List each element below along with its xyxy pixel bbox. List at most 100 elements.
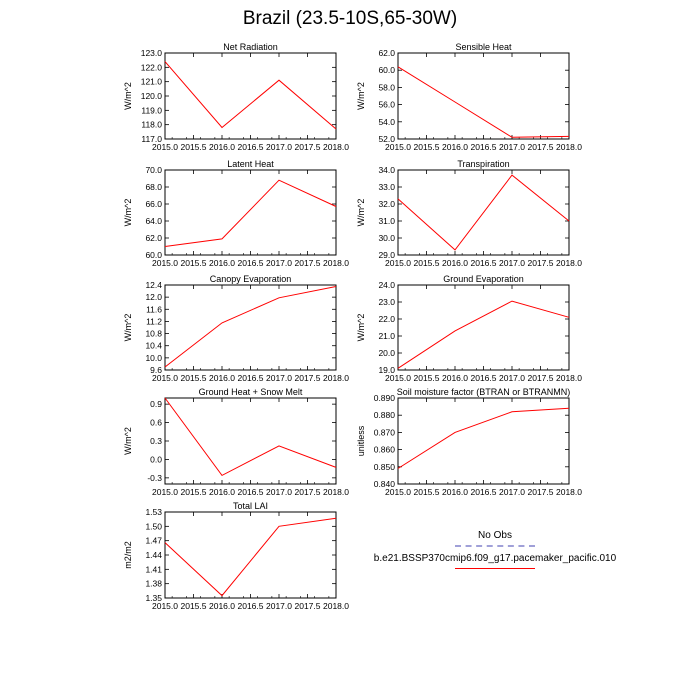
panel-8-xtick-label: 2017.5 [295,601,321,611]
panel-8-ytick-label: 1.38 [145,579,162,589]
panel-1-ytick-label: 56.0 [378,100,395,110]
panel-0-xtick-label: 2018.0 [323,142,349,152]
panel-1-title: Sensible Heat [455,42,512,52]
panel-8-xtick-label: 2016.5 [238,601,264,611]
panel-5-title: Ground Evaporation [443,274,524,284]
panel-2-xtick-label: 2015.5 [181,258,207,268]
panel-5-xtick-label: 2016.0 [442,373,468,383]
panel-1-xtick-label: 2016.5 [471,142,497,152]
panel-3-xtick-label: 2015.5 [414,258,440,268]
panel-5-ytick-label: 20.0 [378,348,395,358]
panel-2-ytick-label: 64.0 [145,216,162,226]
panel-1-ytick-label: 60.0 [378,65,395,75]
panel-6-ytick-label: 0.9 [150,399,162,409]
panel-3-ytick-label: 32.0 [378,199,395,209]
panel-6-xtick-label: 2016.5 [238,487,264,497]
panel-8-ytick-label: 1.47 [145,536,162,546]
panel-3-xtick-label: 2017.0 [499,258,525,268]
panel-7-xtick-label: 2017.5 [528,487,554,497]
panel-0-ytick-label: 117.0 [141,134,162,144]
panel-6-xtick-label: 2015.5 [181,487,207,497]
panel-5-ytick-label: 22.0 [378,314,395,324]
panel-0-ytick-label: 123.0 [141,48,163,58]
panel-2-frame [164,169,337,256]
panel-1-series-line [397,66,570,138]
panel-3-xtick-label: 2017.5 [528,258,554,268]
panel-6-ytick-label: 0.3 [150,436,162,446]
panel-6-ytick-label: -0.3 [147,473,162,483]
panel-4-ytick-label: 11.2 [146,316,162,326]
panel-4-xtick-label: 2016.0 [209,373,235,383]
panel-6-ytick-label: 0.0 [150,454,162,464]
panel-7-xtick-label: 2017.0 [499,487,525,497]
panel-1-xtick-label: 2017.0 [499,142,525,152]
panel-3-xtick-label: 2018.0 [556,258,582,268]
panel-8-xtick-label: 2015.0 [152,601,178,611]
panel-7-ytick-label: 0.860 [374,445,396,455]
panel-0-ylabel: W/m^2 [123,82,133,110]
panel-3-ylabel: W/m^2 [356,199,366,227]
panel-5-ylabel: W/m^2 [356,314,366,342]
panel-3-ytick-label: 29.0 [378,250,395,260]
panel-1-ytick-label: 58.0 [378,82,395,92]
panel-2-xtick-label: 2016.0 [209,258,235,268]
panel-2-series-line [164,179,337,247]
panel-0-xtick-label: 2016.0 [209,142,235,152]
panel-4-ytick-label: 10.4 [145,341,162,351]
panel-8-xtick-label: 2017.0 [266,601,292,611]
panel-7-ytick-label: 0.850 [374,462,396,472]
legend-obs-swatch [455,545,535,547]
panel-6-title: Ground Heat + Snow Melt [199,387,303,397]
panel-4-title: Canopy Evaporation [210,274,292,284]
panel-1-xtick-label: 2015.5 [414,142,440,152]
panel-8-xtick-label: 2016.0 [209,601,235,611]
legend-model-swatch [455,568,535,569]
panel-5-ytick-label: 24.0 [378,280,395,290]
panel-8-series-line [164,517,337,597]
panel-6-xtick-label: 2017.5 [295,487,321,497]
panel-4-xtick-label: 2017.0 [266,373,292,383]
panel-3-xtick-label: 2015.0 [385,258,411,268]
panel-7-xtick-label: 2016.0 [442,487,468,497]
panel-0-frame [164,52,337,140]
panel-5-xtick-label: 2018.0 [556,373,582,383]
panel-2-ytick-label: 68.0 [145,182,162,192]
panel-7-ytick-label: 0.840 [374,479,396,489]
panel-2-xtick-label: 2016.5 [238,258,264,268]
panel-8-ytick-label: 1.50 [145,521,162,531]
panel-2-xtick-label: 2017.0 [266,258,292,268]
panel-5-ytick-label: 23.0 [378,297,395,307]
legend-obs-label: No Obs [478,530,512,541]
panel-6-xtick-label: 2018.0 [323,487,349,497]
panel-5-xtick-label: 2017.0 [499,373,525,383]
panel-6-series-line [164,397,337,477]
panel-2-ylabel: W/m^2 [123,199,133,227]
panel-7-title: Soil moisture factor (BTRAN or BTRANMN) [397,387,571,397]
panel-2-xtick-label: 2018.0 [323,258,349,268]
panel-7-frame [397,397,570,485]
panel-8-ytick-label: 1.41 [145,564,162,574]
panel-5-frame [397,284,570,371]
panel-2-title: Latent Heat [227,159,274,169]
panel-1-xtick-label: 2017.5 [528,142,554,152]
panel-0-ytick-label: 121.0 [141,77,163,87]
panel-7-xtick-label: 2015.0 [385,487,411,497]
panel-4-xtick-label: 2018.0 [323,373,349,383]
panel-1-ytick-label: 62.0 [378,48,395,58]
panel-0-xtick-label: 2016.5 [238,142,264,152]
panel-1-xtick-label: 2016.0 [442,142,468,152]
panel-5-series-line [397,300,570,369]
panel-7-xtick-label: 2018.0 [556,487,582,497]
panel-7-ytick-label: 0.890 [374,393,396,403]
panel-8-frame [164,511,337,599]
panel-1-ytick-label: 54.0 [378,117,395,127]
panel-3-xtick-label: 2016.5 [471,258,497,268]
panel-1-xtick-label: 2018.0 [556,142,582,152]
panel-7-series-line [397,407,570,469]
panel-8-ytick-label: 1.35 [145,593,162,603]
panel-5-ytick-label: 19.0 [378,365,395,375]
panel-0-xtick-label: 2015.5 [181,142,207,152]
panel-6-ytick-label: 0.6 [150,418,162,428]
